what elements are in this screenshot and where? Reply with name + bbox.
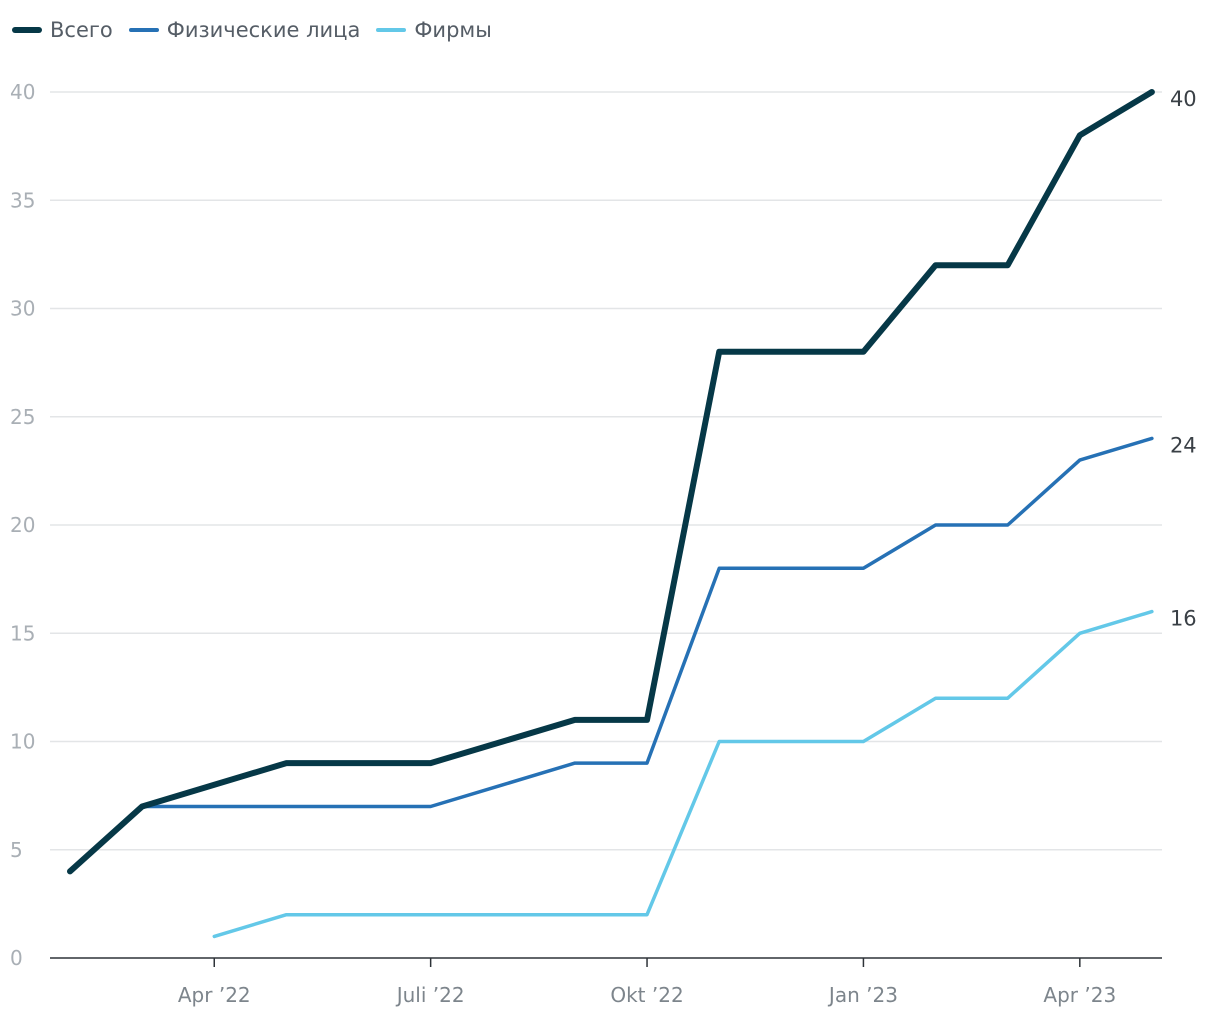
x-tick-label: Juli ’22 — [395, 983, 465, 1007]
legend: Всего Физические лица Фирмы — [12, 14, 492, 46]
y-tick-label: 20 — [10, 513, 35, 537]
y-tick-label: 25 — [10, 405, 35, 429]
legend-item-firms[interactable]: Фирмы — [376, 18, 492, 42]
y-tick-label: 5 — [10, 838, 23, 862]
end-label-individuals: 24 — [1170, 433, 1197, 457]
y-tick-label: 40 — [10, 80, 35, 104]
series-lines — [67, 89, 1155, 939]
x-tick-label: Okt ’22 — [610, 983, 683, 1007]
legend-item-total[interactable]: Всего — [12, 18, 113, 42]
y-tick-label: 35 — [10, 188, 35, 212]
y-tick-label: 30 — [10, 297, 35, 321]
end-label-firms: 16 — [1170, 607, 1197, 631]
x-tick-label: Apr ’22 — [178, 983, 251, 1007]
y-axis-ticks: 0 5 10 15 20 25 30 35 40 — [10, 80, 35, 970]
y-tick-label: 10 — [10, 730, 35, 754]
legend-swatch-firms — [376, 28, 407, 32]
legend-swatch-individuals — [128, 28, 159, 32]
end-labels: 40 24 16 — [1170, 87, 1197, 631]
series-line-total — [67, 89, 1155, 875]
x-tick-label: Jan ’23 — [827, 983, 898, 1007]
x-axis: Apr ’22 Juli ’22 Okt ’22 Jan ’23 Apr ’23 — [50, 957, 1162, 1007]
legend-item-individuals[interactable]: Физические лица — [128, 18, 361, 42]
series-line-firms — [212, 609, 1154, 939]
legend-label-firms: Фирмы — [414, 18, 492, 42]
end-label-total: 40 — [1170, 87, 1197, 111]
y-tick-label: 15 — [10, 621, 35, 645]
legend-label-individuals: Физические лица — [166, 18, 361, 42]
gridlines — [50, 91, 1162, 851]
y-tick-label: 0 — [10, 946, 23, 970]
x-tick-label: Apr ’23 — [1043, 983, 1116, 1007]
series-line-individuals — [140, 436, 1154, 809]
legend-label-total: Всего — [50, 18, 113, 42]
legend-swatch-total — [12, 27, 42, 33]
